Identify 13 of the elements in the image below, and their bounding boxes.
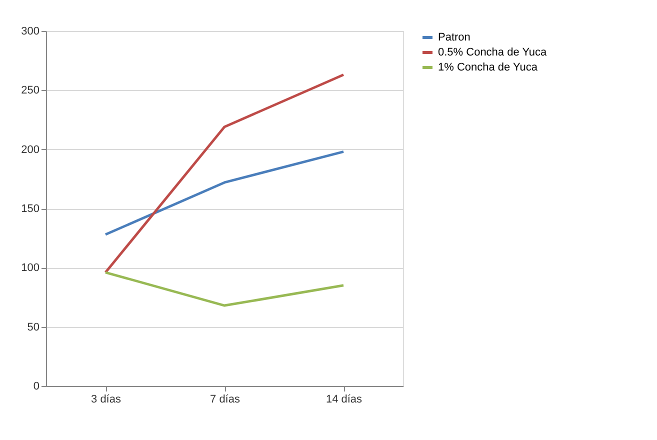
y-tick-label: 150 — [21, 203, 40, 215]
legend-label: 0.5% Concha de Yuca — [438, 46, 548, 58]
y-tick-label: 100 — [21, 262, 40, 274]
legend-label: 1% Concha de Yuca — [438, 62, 538, 74]
legend-label: Patron — [438, 32, 470, 44]
y-tick-label: 300 — [21, 26, 40, 38]
y-tick-label: 250 — [21, 84, 40, 97]
y-tick-label: 0 — [33, 380, 40, 392]
x-tick-label: 3 días — [91, 394, 122, 406]
x-tick-label: 7 días — [210, 394, 240, 406]
x-tick-label: 14 días — [326, 394, 363, 406]
y-tick-label: 200 — [21, 144, 40, 156]
y-tick-label: 50 — [27, 321, 40, 334]
